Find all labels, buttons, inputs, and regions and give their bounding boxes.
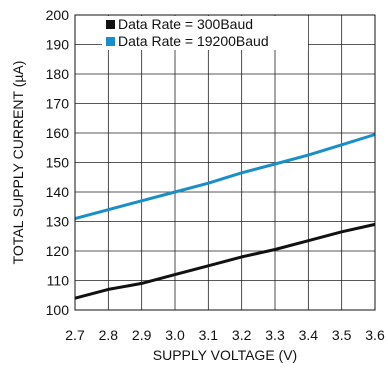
y-axis-ticks: 100 110 120 130 140 150 160 170 180 190 200 <box>46 7 70 318</box>
y-tick-label: 150 <box>46 155 70 171</box>
x-tick-label: 2.9 <box>132 327 152 343</box>
legend-swatch-1 <box>106 20 115 29</box>
x-axis-label: SUPPLY VOLTAGE (V) <box>153 347 297 363</box>
legend-background <box>102 16 308 50</box>
x-tick-label: 2.8 <box>99 327 119 343</box>
series-line-2 <box>74 133 376 221</box>
y-axis-label: TOTAL SUPPLY CURRENT (µA) <box>10 61 26 265</box>
y-tick-label: 140 <box>46 184 70 200</box>
y-tick-label: 170 <box>46 96 70 112</box>
x-tick-label: 3.4 <box>299 327 319 343</box>
y-tick-label: 100 <box>46 302 70 318</box>
legend-label-1: Data Rate = 300Baud <box>118 16 253 32</box>
x-axis-ticks: 2.7 2.8 2.9 3.0 3.1 3.2 3.3 3.4 3.5 3.6 <box>65 327 385 343</box>
x-tick-label: 3.0 <box>165 327 185 343</box>
y-tick-label: 130 <box>46 214 70 230</box>
x-tick-label: 3.2 <box>232 327 252 343</box>
gridlines <box>74 14 376 311</box>
legend-swatch-2 <box>106 37 115 46</box>
plot-frame <box>74 14 376 311</box>
y-tick-label: 110 <box>47 273 70 289</box>
y-tick-label: 200 <box>46 7 70 23</box>
y-tick-label: 190 <box>46 37 70 53</box>
legend-label-2: Data Rate = 19200Baud <box>118 33 269 49</box>
x-tick-label: 3.3 <box>265 327 285 343</box>
x-tick-label: 3.1 <box>199 327 219 343</box>
series-line-1 <box>74 222 376 300</box>
x-tick-label: 3.6 <box>365 327 385 343</box>
x-tick-label: 2.7 <box>65 327 85 343</box>
x-tick-label: 3.5 <box>332 327 352 343</box>
y-tick-label: 160 <box>46 125 70 141</box>
y-tick-label: 120 <box>46 243 70 259</box>
y-tick-label: 180 <box>46 66 70 82</box>
series-lines <box>74 133 376 300</box>
